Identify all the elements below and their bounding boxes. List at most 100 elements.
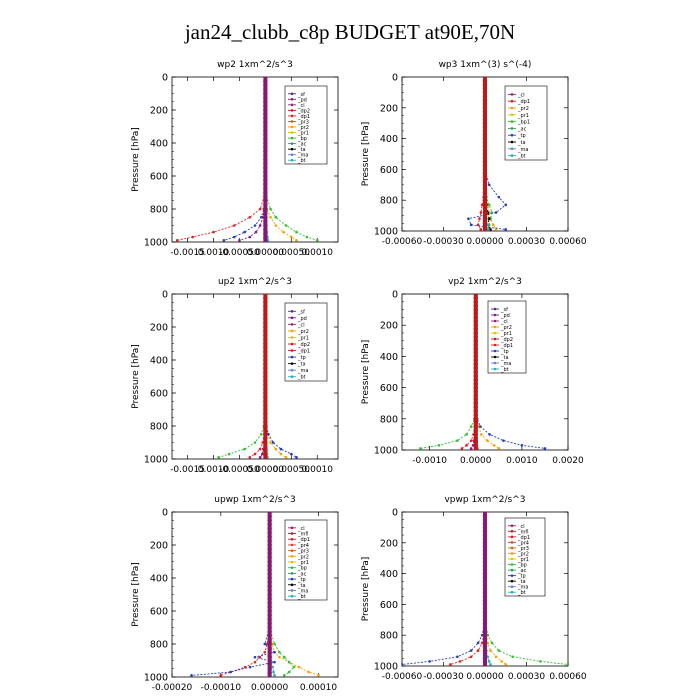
x-tick-label: -0.00030 <box>423 237 464 247</box>
y-tick-label: 200 <box>150 323 168 334</box>
series-point <box>500 660 503 663</box>
zero-profile-point <box>482 167 488 172</box>
legend-label: _pr1 <box>500 331 512 337</box>
series-point <box>492 444 496 447</box>
legend-label: _tp <box>297 355 306 361</box>
x-tick-label: 0.00060 <box>549 237 586 247</box>
y-tick-label: 800 <box>150 422 168 433</box>
legend-label: _ma <box>297 153 308 159</box>
series-point <box>269 441 272 444</box>
series-point <box>477 425 480 428</box>
legend-marker <box>493 361 497 365</box>
legend-label: _dp1 <box>500 343 513 349</box>
series-point <box>284 456 288 459</box>
zero-profile-point <box>473 315 478 320</box>
legend-marker <box>290 594 294 598</box>
x-tick-label: 0.00010 <box>300 683 337 693</box>
y-tick-label: 200 <box>380 103 398 114</box>
series-point <box>486 228 490 231</box>
zero-profile-point <box>263 427 268 433</box>
series-point <box>520 444 524 447</box>
x-tick-label: 0.00050 <box>273 248 310 258</box>
series-line-ta <box>223 77 266 241</box>
series-point <box>290 452 293 456</box>
zero-profile-point <box>482 178 488 184</box>
y-tick-label: 1000 <box>144 455 168 466</box>
series-point <box>278 655 281 659</box>
zero-profile-point <box>482 201 488 207</box>
legend-label: _dp2 <box>500 337 513 343</box>
legend-label: _cl <box>297 526 305 532</box>
zero-profile-point <box>482 144 488 149</box>
y-tick-label: 400 <box>380 352 398 363</box>
chart-panel-2: up2 1xm^2/s^3 Pressure [hPa] 0 200 400 600 800… <box>131 277 339 475</box>
legend-marker <box>290 589 294 592</box>
legend-marker <box>290 103 294 107</box>
zero-profile-point <box>473 354 478 359</box>
series-point <box>504 663 508 666</box>
x-tick-label: 0.0020 <box>552 456 584 466</box>
zero-profile-point <box>263 345 268 350</box>
legend-marker <box>510 535 514 539</box>
series-point <box>232 224 236 227</box>
legend-box <box>284 302 328 382</box>
zero-profile-point <box>473 377 478 382</box>
y-tick-label: 800 <box>150 205 168 216</box>
series-point <box>469 655 473 659</box>
zero-profile-point <box>263 394 268 400</box>
panel-title: upwp 1xm^2/s^3 <box>214 495 295 505</box>
legend: _sf_pd_cl_pr2_pr1_dp2_dp1_tp_ta_ma_bt <box>284 302 328 382</box>
legend-label: _cl <box>297 322 305 328</box>
series-point <box>263 642 267 646</box>
legend-marker <box>290 114 294 118</box>
zero-profile-point <box>263 407 268 412</box>
legend-label: _tp <box>517 133 526 139</box>
series-point <box>486 633 490 637</box>
zero-profile-point <box>263 444 268 449</box>
legend-marker <box>510 106 514 110</box>
legend-label: _pr3 <box>297 549 309 555</box>
legend-label: _pr4 <box>297 543 309 549</box>
zero-profile-point <box>482 213 488 218</box>
series-point <box>456 655 459 659</box>
legend-label: _cl <box>517 92 525 98</box>
zero-profile-point <box>482 205 488 211</box>
series-point <box>305 235 309 239</box>
legend-marker <box>290 349 294 352</box>
zero-profile-point <box>473 424 478 429</box>
zero-profile-point <box>482 190 488 195</box>
zero-profile-point <box>473 311 478 316</box>
zero-profile-point <box>482 151 488 157</box>
zero-profile-point <box>473 436 478 441</box>
legend-marker <box>510 154 514 157</box>
page-title: jan24_clubb_c8p BUDGET at90E,70N <box>184 20 516 44</box>
zero-profile-point <box>263 304 268 309</box>
zero-profile-point <box>473 358 478 363</box>
legend-label: _bp1 <box>517 120 530 126</box>
zero-profile-point <box>473 401 478 406</box>
series-point <box>490 641 494 645</box>
legend-label: _pd <box>500 313 510 319</box>
series-line-dp1 <box>218 294 266 458</box>
panel-title: up2 1xm^2/s^3 <box>218 277 292 287</box>
zero-profile-point <box>263 341 268 346</box>
legend-marker <box>290 142 294 145</box>
zero-profile-point <box>473 381 478 386</box>
legend-marker <box>290 577 294 581</box>
x-tick-label: 0.0000 <box>460 456 492 466</box>
legend-label: _cl <box>297 103 305 109</box>
legend-label: _pr1 <box>297 560 309 566</box>
series-point <box>502 439 505 442</box>
zero-profile-point <box>473 295 478 301</box>
legend-marker <box>510 563 514 566</box>
legend-marker <box>493 343 497 347</box>
legend-label: _pr1 <box>297 335 309 341</box>
legend-marker <box>290 543 294 547</box>
series-point <box>282 655 286 659</box>
series-point <box>504 203 508 207</box>
y-tick-label: 1000 <box>374 662 398 673</box>
zero-profile-point <box>263 378 268 383</box>
legend-label: _ma <box>297 588 308 594</box>
y-tick-label: 1000 <box>144 238 168 249</box>
legend-label: _mfl <box>297 532 309 538</box>
